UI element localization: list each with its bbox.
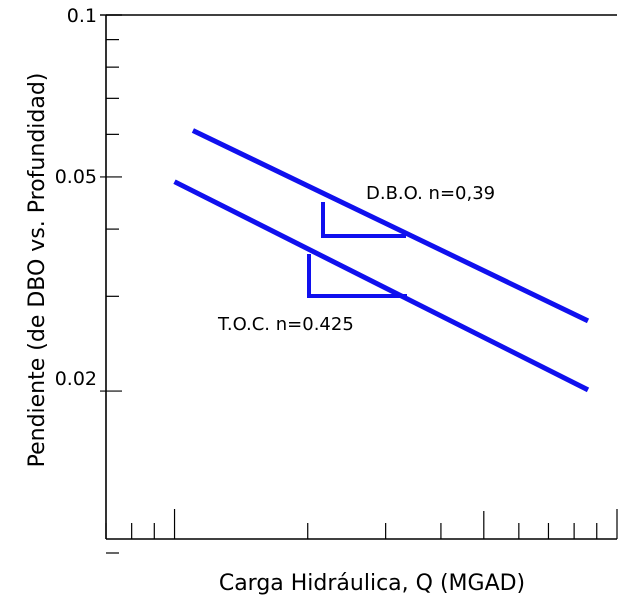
y-tick-labels: 0.1 0.05 0.02 <box>55 5 97 390</box>
x-axis-ticks <box>105 509 618 539</box>
y-tick-label-0.02: 0.02 <box>55 368 97 390</box>
x-axis-title: Carga Hidráulica, Q (MGAD) <box>219 571 525 596</box>
plot-frame <box>105 14 617 540</box>
slope-triangles <box>307 202 407 298</box>
slope-triangle-toc <box>307 254 407 298</box>
annotation-toc: T.O.C. n=0.425 <box>217 314 354 335</box>
slope-triangle-dbo <box>321 202 406 238</box>
series-line-toc <box>173 179 590 393</box>
y-tick-label-0.1: 0.1 <box>67 5 97 27</box>
series-line-dbo <box>191 128 590 324</box>
y-tick-label-0.05: 0.05 <box>55 166 97 188</box>
y-axis-ticks <box>100 14 122 554</box>
y-axis-title: Pendiente (de DBO vs. Profundidad) <box>25 73 50 468</box>
series-layer <box>173 128 590 393</box>
annotation-dbo: D.B.O. n=0,39 <box>366 183 495 204</box>
